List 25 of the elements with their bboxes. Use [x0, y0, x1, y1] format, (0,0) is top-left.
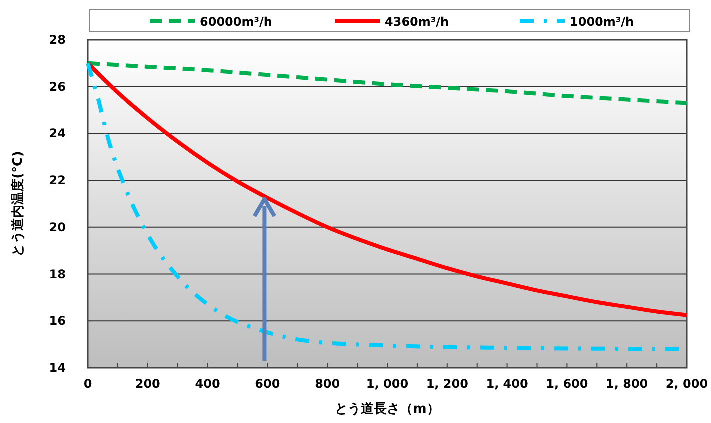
- x-tick-label: 1, 600: [546, 377, 588, 391]
- y-tick-label: 18: [49, 267, 66, 282]
- x-tick-label: 1, 400: [486, 377, 528, 391]
- x-tick-label: 600: [255, 377, 280, 391]
- x-tick-label: 0: [84, 377, 92, 391]
- x-axis-title: とう道長さ（m）: [335, 402, 440, 417]
- legend-label: 1000m³/h: [570, 15, 634, 29]
- y-axis-title: とう道内温度(℃): [10, 151, 26, 257]
- x-tick-label: 800: [315, 377, 340, 391]
- x-tick-label: 200: [135, 377, 160, 391]
- x-tick-label: 1, 000: [366, 377, 409, 391]
- y-tick-label: 14: [49, 361, 66, 375]
- y-tick-label: 28: [49, 33, 66, 47]
- y-tick-label: 26: [49, 80, 66, 94]
- y-tick-label: 16: [49, 314, 66, 328]
- y-tick-label: 22: [49, 174, 66, 188]
- y-tick-label: 20: [49, 220, 66, 234]
- legend-label: 60000m³/h: [200, 15, 272, 29]
- legend-label: 4360m³/h: [385, 15, 450, 29]
- y-tick-label: 24: [49, 126, 66, 141]
- line-series: [86, 61, 689, 106]
- x-tick-label: 2, 000: [666, 377, 708, 391]
- x-tick-label: 1, 200: [426, 377, 468, 391]
- x-tick-label: 1, 800: [606, 377, 648, 391]
- x-tick-label: 400: [195, 377, 220, 391]
